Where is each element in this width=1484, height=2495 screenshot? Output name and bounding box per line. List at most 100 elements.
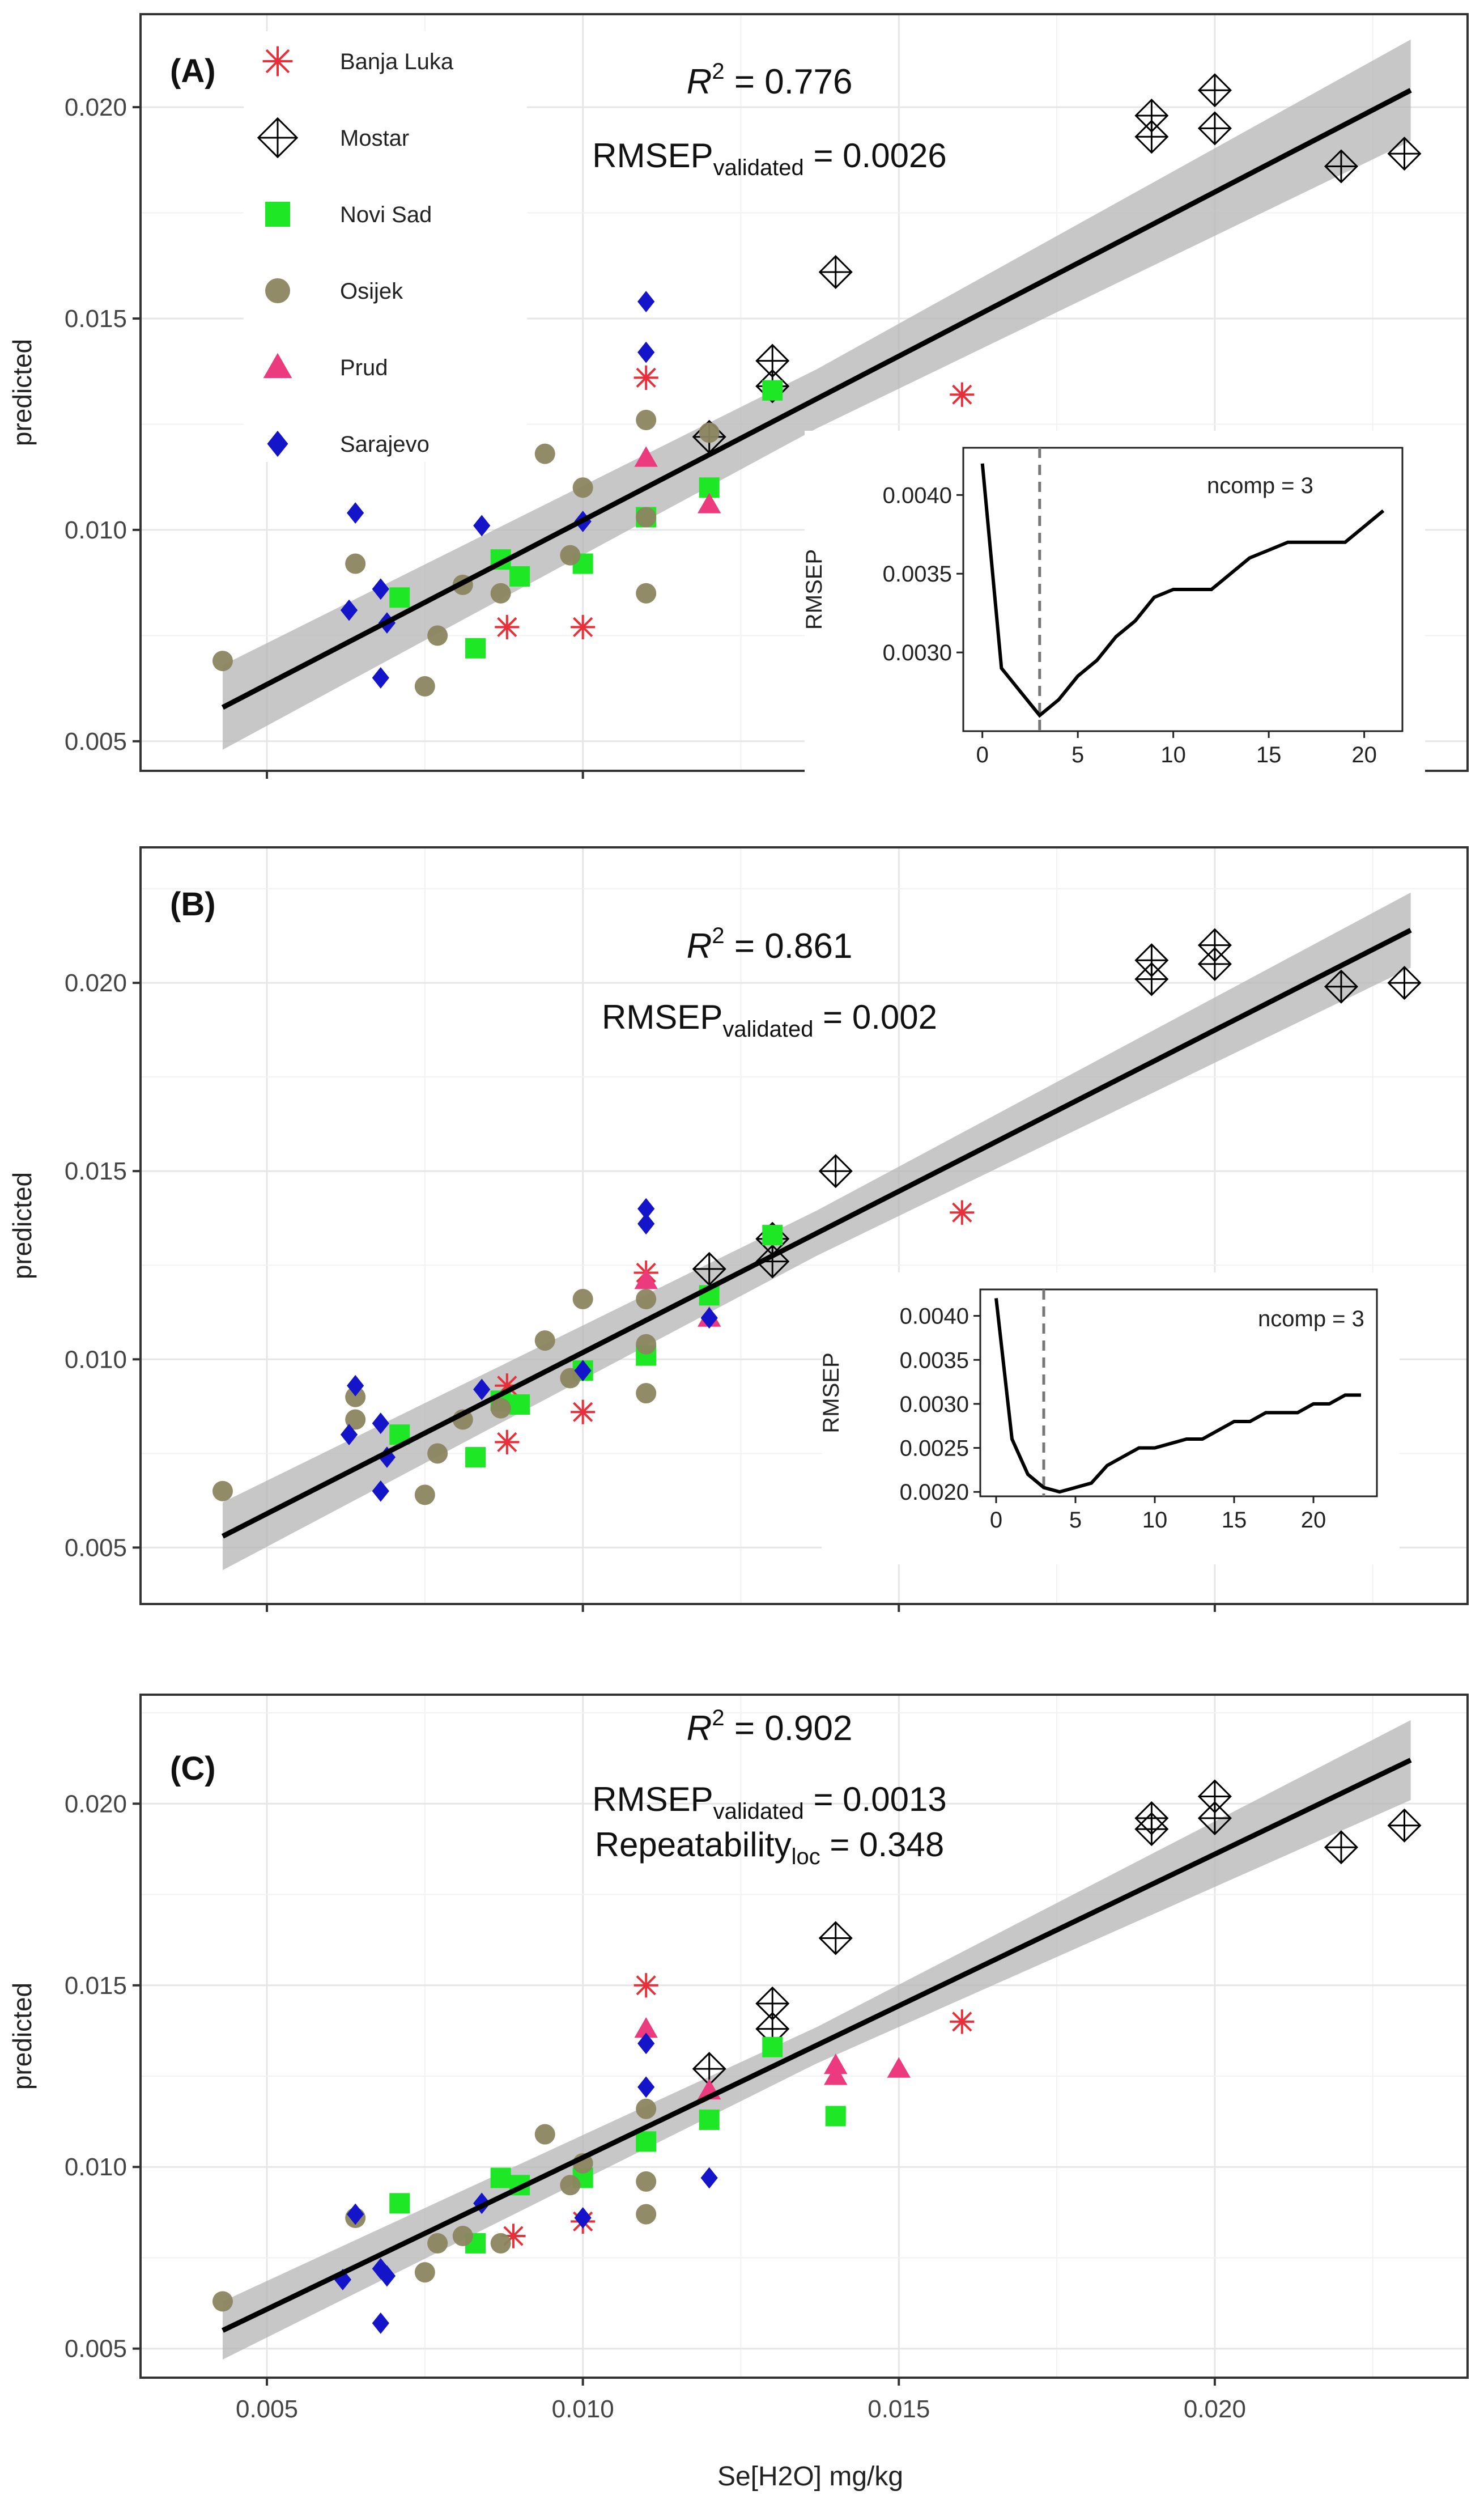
data-point bbox=[495, 1429, 520, 1455]
data-point bbox=[372, 667, 389, 689]
data-point bbox=[700, 2167, 718, 2189]
marker-circle bbox=[534, 443, 555, 464]
rmsep-curve bbox=[980, 463, 1385, 718]
data-point bbox=[824, 2053, 848, 2074]
data-point bbox=[490, 2167, 511, 2188]
marker-circle bbox=[414, 1484, 435, 1505]
marker-square bbox=[825, 2106, 846, 2127]
marker-diamond bbox=[473, 1378, 491, 1401]
data-point bbox=[212, 651, 233, 672]
data-point bbox=[452, 2226, 473, 2247]
data-point bbox=[345, 1409, 366, 1430]
marker-triangle bbox=[887, 2057, 911, 2078]
inset-x-tick-label: 15 bbox=[1256, 742, 1282, 767]
data-point bbox=[700, 1307, 718, 1329]
data-point bbox=[636, 2204, 657, 2225]
marker-circle bbox=[560, 1368, 581, 1389]
legend-item-prud: Prud bbox=[263, 353, 388, 380]
marker-circle bbox=[414, 676, 435, 697]
y-axis-title: predicted bbox=[7, 1172, 37, 1279]
data-point bbox=[1197, 928, 1232, 962]
marker-diamond bbox=[372, 1480, 389, 1502]
data-point bbox=[490, 1398, 511, 1419]
y-tick-label: 0.005 bbox=[65, 728, 127, 756]
panel-label: (C) bbox=[170, 1750, 216, 1787]
series-osijek bbox=[212, 1289, 657, 1505]
panel-label: (A) bbox=[170, 53, 216, 90]
rmsep-curve bbox=[994, 1298, 1361, 1494]
data-point bbox=[950, 1200, 975, 1225]
data-point bbox=[636, 507, 657, 528]
series-banja-luka bbox=[495, 365, 975, 640]
data-point bbox=[509, 566, 530, 587]
data-point bbox=[634, 1268, 658, 1289]
legend-item-banja-luka: Banja Luka bbox=[262, 46, 454, 77]
regression-line bbox=[222, 1758, 1412, 2333]
marker-circle bbox=[345, 553, 366, 574]
data-point bbox=[372, 1412, 389, 1435]
data-point bbox=[1387, 1808, 1422, 1843]
data-point bbox=[574, 1360, 592, 1382]
data-point bbox=[345, 1386, 366, 1407]
marker-diamond bbox=[372, 2312, 389, 2334]
data-point bbox=[692, 1251, 726, 1286]
marker-square bbox=[762, 380, 783, 401]
data-point bbox=[634, 446, 658, 467]
marker-diamond bbox=[574, 2207, 592, 2229]
marker-circle bbox=[427, 625, 448, 646]
inset-rmsep-plot: 0 5 10 15 20 0.0020 0.0025 0.0030 0.0035 0.0040 RM… bbox=[819, 1272, 1400, 1564]
legend-label: Mostar bbox=[340, 126, 409, 151]
data-point bbox=[699, 2109, 720, 2130]
data-point bbox=[762, 380, 783, 401]
data-point bbox=[762, 1225, 783, 1246]
y-tick-label: 0.020 bbox=[65, 94, 127, 121]
inset-y-tick-label: 0.0020 bbox=[900, 1480, 969, 1505]
inset-y-tick-label: 0.0030 bbox=[900, 1392, 969, 1417]
data-point bbox=[1197, 73, 1232, 108]
marker-circle bbox=[636, 409, 657, 430]
data-point bbox=[762, 2036, 783, 2057]
data-point bbox=[345, 553, 366, 574]
data-point bbox=[490, 583, 511, 604]
data-point bbox=[818, 1154, 853, 1189]
y-axis-title: predicted bbox=[7, 339, 37, 446]
data-point bbox=[755, 1986, 790, 2021]
data-point bbox=[347, 502, 364, 524]
data-point bbox=[372, 2258, 389, 2280]
marker-circle bbox=[636, 1289, 657, 1310]
marker-diamond bbox=[700, 2167, 718, 2189]
data-point bbox=[637, 1213, 655, 1235]
legend: Banja Luka Mostar Novi Sad Osijek Prud Saraje… bbox=[244, 31, 527, 462]
data-point bbox=[372, 2312, 389, 2334]
series-mostar bbox=[692, 1779, 1422, 2086]
data-point bbox=[633, 1973, 658, 1998]
inset-border bbox=[962, 447, 1404, 732]
marker-diamond bbox=[340, 599, 358, 621]
data-point bbox=[698, 493, 721, 514]
data-point bbox=[340, 599, 358, 621]
data-point bbox=[560, 1368, 581, 1389]
plot-border bbox=[139, 13, 1469, 772]
marker-diamond bbox=[637, 2033, 655, 2055]
marker-circle bbox=[636, 1383, 657, 1404]
r-symbol: R bbox=[687, 62, 712, 101]
marker-square bbox=[762, 1225, 783, 1246]
data-point bbox=[465, 1446, 486, 1467]
r-squared-label: R2 = 0.902 bbox=[687, 1705, 853, 1748]
data-points bbox=[212, 1779, 1422, 2334]
marker-triangle bbox=[634, 1268, 658, 1289]
inset-x-tick-label: 10 bbox=[1142, 1508, 1168, 1533]
inset-x-tick-label: 0 bbox=[976, 742, 989, 767]
data-point bbox=[495, 614, 520, 640]
legend-label: Prud bbox=[340, 355, 388, 380]
data-point bbox=[887, 2057, 911, 2078]
marker-diamond bbox=[700, 1307, 718, 1329]
y-tick-label: 0.015 bbox=[65, 305, 127, 333]
data-point bbox=[378, 1446, 396, 1468]
marker-circle bbox=[636, 2204, 657, 2225]
data-point bbox=[534, 1330, 555, 1351]
regression-line bbox=[221, 88, 1412, 710]
marker-asterisk-stroke bbox=[952, 2012, 972, 2032]
inset-y-tick-label: 0.0040 bbox=[900, 1304, 969, 1329]
data-point bbox=[818, 1921, 853, 1955]
